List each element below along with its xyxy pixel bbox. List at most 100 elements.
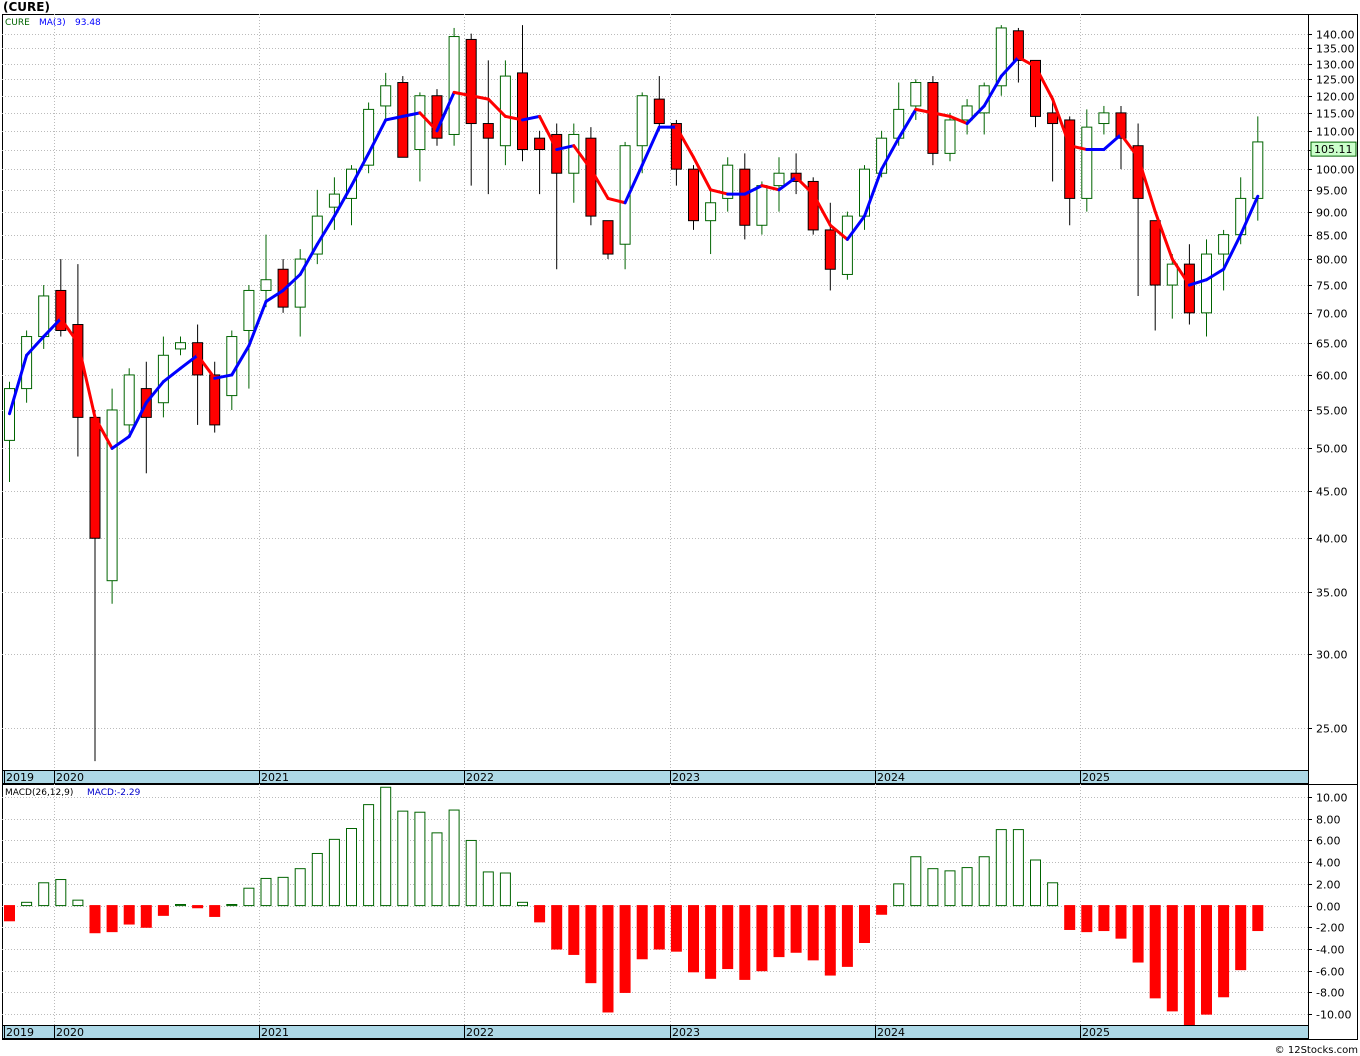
candle-body	[1252, 141, 1264, 199]
price-tick-label: 130.00	[1316, 59, 1355, 72]
ma-segment	[948, 114, 969, 126]
macd-bar	[157, 905, 169, 916]
ma-segment	[572, 144, 593, 171]
macd-bar	[1252, 905, 1264, 932]
ma-segment	[435, 90, 456, 133]
ma-segment	[42, 317, 63, 339]
candle-body	[705, 202, 717, 222]
candle	[1201, 239, 1212, 337]
candle	[722, 157, 734, 212]
macd-tick-label: 2.00	[1316, 879, 1341, 892]
macd-bar	[448, 809, 460, 907]
candle	[414, 92, 426, 182]
macd-bar	[859, 905, 870, 943]
price-date-band	[2, 770, 1309, 784]
price-tick-label: 120.00	[1316, 91, 1355, 104]
candle	[807, 177, 819, 235]
macd-bar	[995, 829, 1007, 907]
macd-tick-label: 6.00	[1316, 835, 1341, 848]
macd-bar	[260, 877, 272, 907]
macd-bar	[910, 856, 922, 907]
macd-bar	[1115, 905, 1127, 939]
ma-segment	[25, 335, 46, 357]
macd-bar	[1201, 905, 1212, 1015]
ma-segment	[76, 341, 97, 419]
ma-segment	[709, 188, 730, 196]
macd-bar	[670, 905, 682, 952]
ma-segment	[247, 299, 268, 348]
macd-bar	[739, 905, 751, 980]
macd-bar	[1218, 905, 1230, 998]
ma-segment	[315, 214, 336, 246]
ma-segment	[230, 344, 251, 377]
candle-body	[363, 108, 375, 166]
macd-bar	[1166, 905, 1178, 1012]
price-year-label: 2019	[6, 771, 34, 784]
candle	[277, 259, 289, 313]
price-year-label: 2023	[672, 771, 700, 784]
candle-body	[55, 289, 67, 331]
price-year-label: 2022	[466, 771, 494, 784]
macd-legend-label: MACD(26,12,9)	[5, 788, 73, 798]
macd-year-label: 2025	[1082, 1026, 1110, 1039]
candle-body	[1149, 220, 1161, 286]
candle-body	[824, 229, 836, 270]
candle-body	[636, 95, 648, 147]
ma-segment	[1136, 155, 1157, 214]
candle	[824, 202, 836, 291]
candle	[1115, 105, 1127, 170]
candle	[328, 177, 340, 230]
candle-body	[1030, 59, 1041, 117]
price-tick-label: 60.00	[1316, 370, 1348, 383]
candle	[705, 189, 717, 255]
candle	[756, 181, 768, 235]
candle-body	[722, 164, 734, 199]
candle	[431, 89, 443, 146]
macd-bar	[363, 804, 375, 907]
candle-body	[260, 279, 272, 291]
macd-bar	[465, 839, 477, 907]
macd-bar	[1149, 905, 1161, 999]
candle	[619, 141, 631, 270]
macd-bar	[978, 856, 990, 907]
ma-segment	[281, 272, 302, 292]
macd-bar	[499, 872, 511, 907]
macd-bar	[551, 905, 563, 950]
candle-body	[670, 123, 682, 170]
ma-segment	[1051, 97, 1072, 148]
chart-title: (CURE)	[3, 0, 50, 14]
candle	[602, 220, 614, 260]
candle-body	[448, 36, 460, 135]
macd-bar	[277, 876, 289, 907]
ma-segment	[897, 107, 918, 140]
macd-bar	[1047, 882, 1059, 907]
macd-year-label: 2019	[6, 1026, 34, 1039]
price-tick-label: 40.00	[1316, 533, 1348, 546]
site-credit: © 12Stocks.com	[1274, 1045, 1358, 1056]
macd-bar	[414, 811, 426, 907]
ma-segment	[127, 401, 148, 438]
macd-bar	[893, 883, 905, 907]
ma-segment	[298, 242, 319, 276]
ma-segment	[332, 184, 353, 218]
candle	[157, 336, 169, 418]
candle-body	[1166, 263, 1178, 286]
ma-segment	[1102, 132, 1123, 152]
macd-bar	[1064, 905, 1076, 930]
macd-bar	[311, 852, 323, 907]
candle-body	[106, 409, 118, 582]
macd-bar	[328, 838, 340, 907]
ma-segment	[1153, 210, 1174, 261]
macd-frame	[2, 784, 1358, 1040]
macd-year-label: 2020	[56, 1026, 84, 1039]
candle	[140, 361, 152, 474]
candle-body	[38, 295, 50, 338]
ma-segment	[982, 74, 1003, 108]
macd-bar	[1183, 905, 1195, 1026]
candle-body	[739, 168, 751, 226]
candle-body	[1098, 112, 1110, 125]
candle-body	[1064, 119, 1076, 199]
candle	[294, 249, 306, 337]
ma-segment	[8, 353, 29, 416]
